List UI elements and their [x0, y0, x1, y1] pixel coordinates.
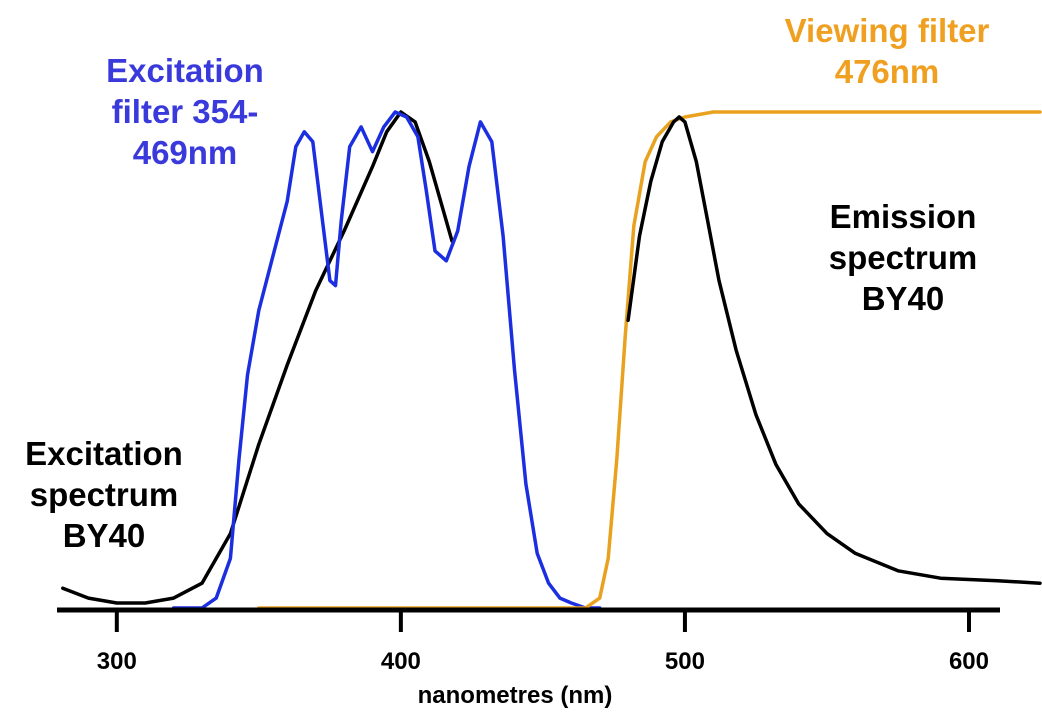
viewing-filter-label: Viewing filter 476nm: [785, 12, 990, 90]
excitation-filter-line: [171, 110, 602, 610]
plot-area: [61, 110, 1042, 610]
excitation-spectrum-label: Excitation spectrum BY40: [25, 435, 183, 554]
annotations: Excitation filter 354-469nm Viewing filter…: [25, 12, 989, 554]
x-tick-label: 500: [665, 648, 705, 675]
x-axis-label: nanometres (nm): [418, 682, 613, 709]
excitation-spectrum-line: [61, 110, 454, 605]
x-tick-label: 600: [949, 648, 989, 675]
emission-spectrum-label: Emission spectrum BY40: [829, 198, 978, 317]
emission-spectrum-line: [626, 115, 1042, 585]
x-axis: 300 400 500 600: [57, 607, 1000, 675]
x-tick-label: 300: [97, 648, 137, 675]
excitation-filter-label: Excitation filter 354-469nm: [106, 52, 264, 171]
x-tick-label: 400: [381, 648, 421, 675]
